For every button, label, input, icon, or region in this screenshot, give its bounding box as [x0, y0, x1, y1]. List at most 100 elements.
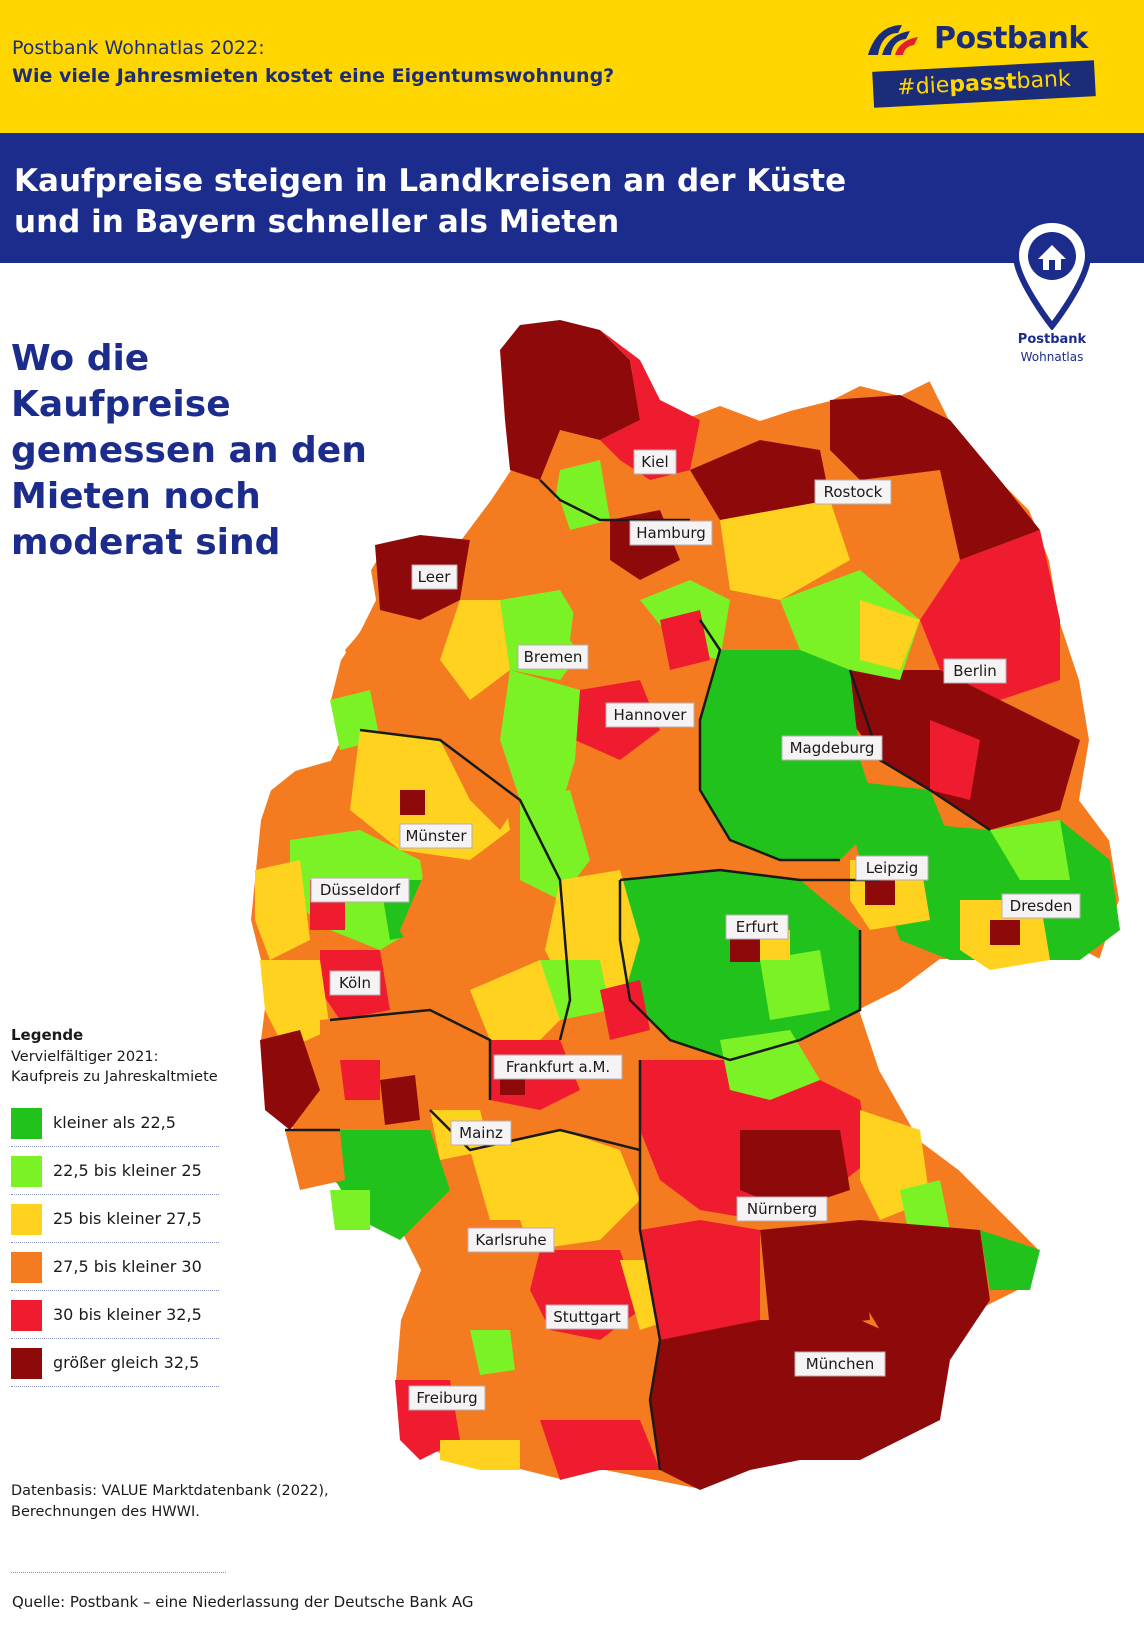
region-saarland	[285, 1130, 345, 1190]
region-north-coast	[500, 320, 640, 480]
region-mv-west	[690, 440, 830, 520]
region-pfalz-light	[330, 1190, 370, 1230]
city-label-hannover: Hannover	[605, 702, 695, 728]
subhead-line-1: Wo die Kaufpreise	[11, 338, 231, 425]
region-unterfranken-green	[720, 1030, 820, 1100]
subhead-line-3: Mieten noch	[11, 476, 261, 517]
city-label-mainz: Mainz	[450, 1120, 512, 1146]
city-name-freiburg: Freiburg	[416, 1389, 477, 1407]
region-westfalen-green	[520, 790, 590, 900]
region-bodensee	[540, 1420, 660, 1480]
region-rlp-darkred	[380, 1075, 420, 1125]
city-label-muenchen: München	[794, 1351, 886, 1377]
legend-label: 30 bis kleiner 32,5	[53, 1305, 202, 1324]
region-erfurt	[730, 935, 760, 962]
legend-swatch	[11, 1300, 42, 1331]
region-dresden	[990, 920, 1020, 945]
city-label-stuttgart: Stuttgart	[545, 1304, 629, 1330]
city-label-leipzig: Leipzig	[855, 855, 929, 881]
region-sachsen-light	[990, 820, 1070, 880]
region-ns-red-east	[660, 610, 710, 670]
city-name-mainz: Mainz	[459, 1124, 503, 1142]
region-brandenburg-red	[920, 530, 1060, 700]
legend-title: Legende	[11, 1026, 84, 1044]
footer-divider	[11, 1572, 226, 1573]
city-name-magdeburg: Magdeburg	[790, 739, 875, 757]
city-name-erfurt: Erfurt	[736, 918, 779, 936]
region-schwaben	[640, 1220, 760, 1350]
region-nrw-orange-north	[440, 740, 520, 830]
region-brandenburg-south	[930, 720, 980, 800]
headline-line-1: Kaufpreise steigen in Landkreisen an der…	[14, 163, 847, 199]
city-name-bremen: Bremen	[524, 648, 583, 666]
header-banner	[0, 0, 1144, 133]
footer-source: Quelle: Postbank – eine Niederlassung de…	[12, 1593, 474, 1611]
city-label-freiburg: Freiburg	[408, 1385, 486, 1411]
region-muenster-city	[400, 790, 425, 815]
region-bayern-east-green	[980, 1230, 1040, 1290]
city-label-rostock: Rostock	[814, 479, 892, 505]
region-muenchen-ring	[760, 1220, 870, 1330]
city-name-dresden: Dresden	[1010, 897, 1073, 915]
city-label-bremen: Bremen	[517, 644, 589, 670]
city-label-kiel: Kiel	[633, 449, 677, 475]
city-name-berlin: Berlin	[953, 662, 997, 680]
brand-tag-prefix: #die	[896, 72, 950, 101]
region-ns-north	[460, 500, 580, 600]
state-borders	[285, 479, 991, 1471]
city-label-duesseldorf: Düsseldorf	[310, 877, 410, 903]
region-mv-yellow	[720, 500, 850, 600]
data-source-line-1: Datenbasis: VALUE Marktdatenbank (2022),	[11, 1483, 329, 1499]
region-eifel	[260, 1030, 320, 1130]
city-label-hamburg: Hamburg	[629, 520, 713, 546]
city-name-koeln: Köln	[339, 974, 371, 992]
region-hessen-red	[600, 980, 650, 1040]
legend-item: 27,5 bis kleiner 30	[11, 1243, 219, 1291]
city-label-berlin: Berlin	[943, 658, 1007, 684]
region-ns-orange-west	[345, 610, 470, 740]
region-bw-green	[470, 1330, 515, 1375]
city-name-duesseldorf: Düsseldorf	[320, 881, 401, 899]
region-sh-east	[600, 330, 700, 480]
data-source-line-2: Berechnungen des HWWI.	[11, 1504, 200, 1520]
legend-label: 22,5 bis kleiner 25	[53, 1161, 202, 1180]
region-hessen-green	[540, 960, 610, 1020]
legend-label: kleiner als 22,5	[53, 1113, 176, 1132]
brand-tag-suffix: bank	[1015, 66, 1072, 95]
region-aachen	[260, 960, 330, 1050]
region-sauerland	[400, 860, 540, 990]
subhead-line-2: gemessen an den	[11, 430, 367, 471]
legend-item: 22,5 bis kleiner 25	[11, 1147, 219, 1195]
region-schwarzwald	[410, 1300, 520, 1400]
region-niederbayern	[850, 1220, 990, 1360]
legend-swatch	[11, 1252, 42, 1283]
brand-name: Postbank	[934, 21, 1088, 56]
region-oberbayern	[650, 1320, 950, 1490]
city-label-dresden: Dresden	[1001, 893, 1081, 919]
city-name-leer: Leer	[418, 568, 452, 586]
region-nrw-west	[255, 860, 310, 960]
city-name-hannover: Hannover	[614, 706, 688, 724]
region-thueringen-light	[760, 950, 830, 1020]
legend-item: kleiner als 22,5	[11, 1099, 219, 1147]
legend-swatch	[11, 1108, 42, 1139]
city-label-magdeburg: Magdeburg	[781, 735, 883, 761]
map-subheadline: Wo die Kaufpreise gemessen an den Mieten…	[11, 336, 371, 566]
brand-tag-bold: passt	[948, 69, 1018, 98]
location-pin-house-icon	[1013, 218, 1091, 330]
headline-line-2: und in Bayern schneller als Mieten	[14, 204, 620, 240]
header-question: Wie viele Jahresmieten kostet eine Eigen…	[12, 65, 615, 87]
headline-banner	[0, 133, 1144, 263]
region-nuernberg	[740, 1130, 850, 1210]
brand-tagline: #diepasstbank	[872, 60, 1096, 108]
city-label-karlsruhe: Karlsruhe	[467, 1227, 555, 1253]
city-label-frankfurt: Frankfurt a.M.	[493, 1054, 623, 1080]
region-leipzig	[865, 880, 895, 905]
legend-label: 25 bis kleiner 27,5	[53, 1209, 202, 1228]
legend-swatch	[11, 1204, 42, 1235]
page-headline: Kaufpreise steigen in Landkreisen an der…	[14, 161, 874, 243]
city-name-rostock: Rostock	[824, 483, 883, 501]
legend-item: 30 bis kleiner 32,5	[11, 1291, 219, 1339]
city-name-muenchen: München	[806, 1355, 874, 1373]
